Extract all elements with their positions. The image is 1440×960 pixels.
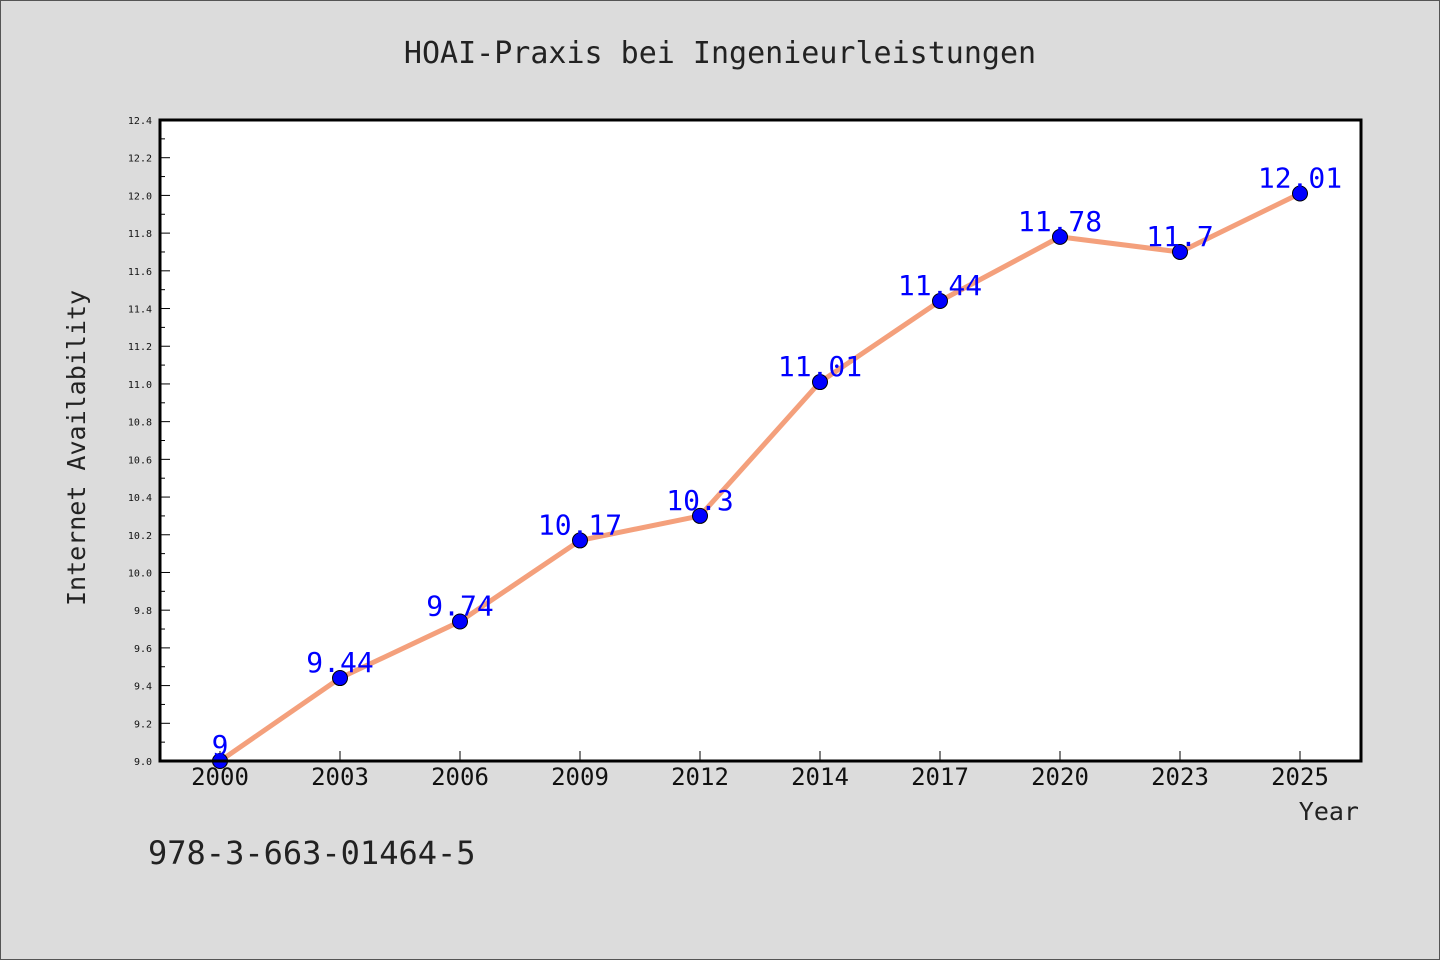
data-label: 11.01 — [778, 350, 862, 383]
y-tick-label: 12.0 — [128, 191, 152, 202]
x-tick-label: 2009 — [551, 763, 609, 791]
footnote-isbn: 978-3-663-01464-5 — [148, 834, 476, 872]
series-line — [217, 191, 1303, 764]
chart-title: HOAI-Praxis bei Ingenieurleistungen — [404, 36, 1036, 71]
y-tick-label: 9.6 — [134, 644, 152, 655]
data-point — [1292, 185, 1308, 202]
data-point — [1172, 243, 1188, 260]
x-tick-label: 2017 — [911, 763, 969, 791]
y-axis-label: Internet Availability — [62, 290, 91, 606]
data-label: 11.7 — [1146, 220, 1213, 253]
y-tick-label: 12.4 — [128, 116, 152, 127]
data-point — [932, 292, 948, 309]
data-label: 12.01 — [1258, 162, 1342, 195]
data-point — [1052, 228, 1068, 245]
x-tick-label: 2006 — [431, 763, 489, 791]
y-tick-label: 11.2 — [128, 342, 152, 353]
data-point — [332, 670, 348, 687]
x-axis-label: Year — [1299, 797, 1359, 826]
x-tick-label: 2023 — [1151, 763, 1209, 791]
plot-area — [160, 120, 1361, 761]
x-tick-label: 2025 — [1271, 763, 1329, 791]
y-tick-label: 10.8 — [128, 418, 152, 429]
data-label: 9.74 — [426, 589, 493, 622]
y-tick-label: 10.4 — [128, 493, 152, 504]
data-label: 9 — [212, 729, 229, 762]
x-tick-label: 2003 — [311, 763, 369, 791]
y-tick-label: 11.6 — [128, 267, 152, 278]
x-tick-label: 2012 — [671, 763, 729, 791]
y-tick-label: 10.6 — [128, 455, 152, 466]
y-tick-label: 9.2 — [134, 719, 152, 730]
x-tick-label: 2014 — [791, 763, 849, 791]
x-axis: 2000 2003 2006 2009 2012 2014 2017 2020 2023 2025 — [191, 751, 1329, 791]
y-tick-label: 12.2 — [128, 154, 152, 165]
y-tick-label: 9.4 — [134, 682, 152, 693]
data-label: 11.78 — [1018, 205, 1102, 238]
data-point — [812, 374, 828, 391]
data-label: 9.44 — [306, 646, 373, 679]
y-tick-label: 11.4 — [128, 305, 152, 316]
y-tick-label: 10.0 — [128, 568, 152, 579]
x-tick-label: 2020 — [1031, 763, 1089, 791]
y-axis: 9.0 9.2 9.4 9.6 9.8 10.0 10.2 10.4 10.6 10.8 11.0 1… — [128, 116, 170, 768]
data-label: 10.3 — [666, 484, 733, 517]
y-tick-label: 9.0 — [134, 757, 152, 768]
data-point — [692, 507, 708, 524]
y-tick-label: 9.8 — [134, 606, 152, 617]
y-tick-label: 11.8 — [128, 229, 152, 240]
y-tick-label: 11.0 — [128, 380, 152, 391]
plot-frame — [158, 118, 1363, 763]
y-tick-label: 10.2 — [128, 531, 152, 542]
data-point — [452, 613, 468, 630]
series-layer: 9 9.44 9.74 10.17 10.3 11.01 11.44 11.78 11.7 12.… — [212, 162, 1342, 769]
data-point — [572, 532, 588, 549]
data-label: 10.17 — [538, 508, 622, 541]
data-label: 11.44 — [898, 269, 982, 302]
